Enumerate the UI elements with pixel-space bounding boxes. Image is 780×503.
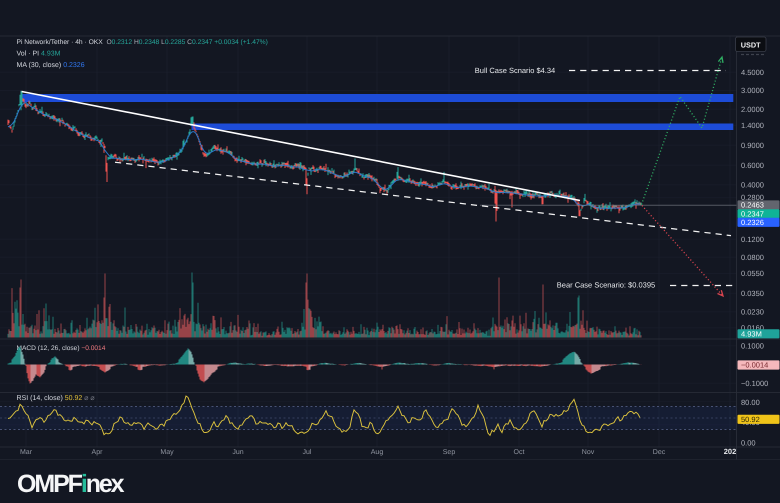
svg-text:Vol · PI 4.93M: Vol · PI 4.93M [17, 50, 61, 58]
svg-text:MA (30, close) 0.2326: MA (30, close) 0.2326 [17, 61, 85, 69]
svg-text:0.6000: 0.6000 [741, 161, 764, 170]
svg-text:0.2326: 0.2326 [741, 218, 764, 227]
svg-text:0.0550: 0.0550 [741, 269, 764, 278]
svg-text:0.2463: 0.2463 [741, 201, 764, 210]
svg-text:Bull Case Scnario $4.34: Bull Case Scnario $4.34 [475, 66, 555, 75]
svg-text:0.0350: 0.0350 [741, 289, 764, 298]
svg-text:0.9000: 0.9000 [741, 141, 764, 150]
svg-text:MACD (12, 26, close) −0.0014: MACD (12, 26, close) −0.0014 [17, 345, 106, 352]
svg-text:80.00: 80.00 [741, 398, 760, 407]
svg-text:Jul: Jul [303, 448, 312, 456]
svg-text:0.00: 0.00 [741, 438, 756, 447]
svg-text:0.1200: 0.1200 [741, 235, 764, 244]
svg-text:0.0230: 0.0230 [741, 307, 764, 316]
svg-text:0.4000: 0.4000 [741, 180, 764, 189]
svg-text:OMPFinex: OMPFinex [17, 470, 125, 498]
svg-text:−0.1000: −0.1000 [741, 379, 768, 388]
svg-text:4.5000: 4.5000 [741, 68, 764, 77]
svg-text:50.92: 50.92 [741, 415, 760, 424]
svg-text:Apr: Apr [92, 449, 104, 456]
svg-text:USDT: USDT [741, 41, 761, 50]
svg-text:Oct: Oct [514, 449, 525, 456]
svg-text:May: May [160, 449, 174, 456]
svg-text:4.93M: 4.93M [741, 329, 762, 338]
svg-text:0.0800: 0.0800 [741, 253, 764, 262]
svg-text:Jun: Jun [232, 449, 243, 456]
svg-text:0.2800: 0.2800 [741, 193, 764, 202]
svg-text:Nov: Nov [582, 449, 595, 456]
svg-text:1.4000: 1.4000 [741, 121, 764, 130]
svg-text:0.0160: 0.0160 [741, 324, 764, 333]
svg-text:Sep: Sep [443, 449, 456, 456]
svg-text:0.1000: 0.1000 [741, 341, 764, 350]
svg-text:−0.0014: −0.0014 [741, 361, 768, 370]
svg-text:Mar: Mar [20, 449, 33, 456]
svg-text:RSI (14, close) 50.92 ⌀ ⌀: RSI (14, close) 50.92 ⌀ ⌀ [17, 394, 95, 402]
svg-text:Pi Network/Tether · 4h · OKX: Pi Network/Tether · 4h · OKX O0.2312 H0.… [17, 39, 268, 46]
svg-text:Aug: Aug [371, 449, 384, 456]
svg-text:2.0000: 2.0000 [741, 105, 764, 114]
svg-text:Dec: Dec [653, 449, 666, 456]
svg-text:0.2347: 0.2347 [741, 209, 764, 218]
svg-text:Bear Case Scenario: $0.0395: Bear Case Scenario: $0.0395 [557, 281, 655, 290]
svg-text:202: 202 [724, 447, 737, 456]
svg-text:3.0000: 3.0000 [741, 86, 764, 95]
